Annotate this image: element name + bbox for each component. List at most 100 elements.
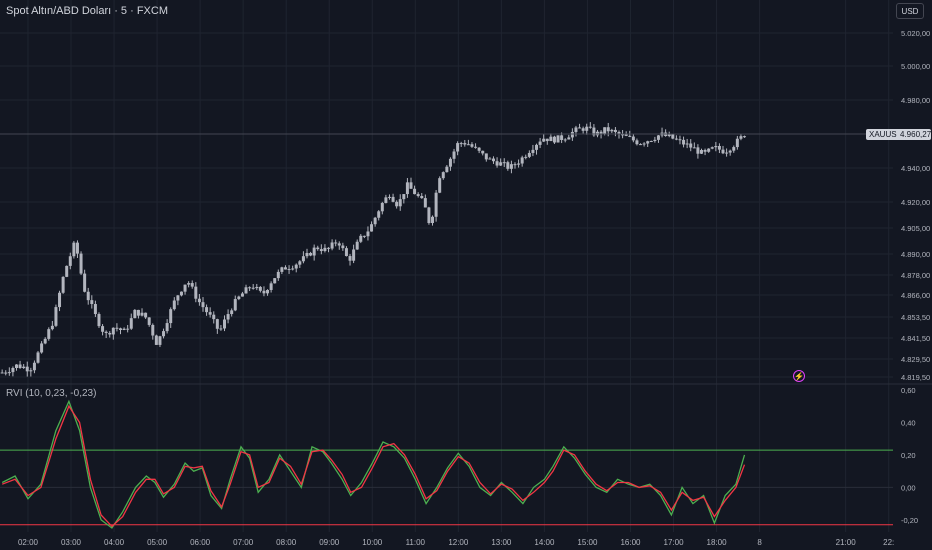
price-tick-label: 4.905,00 [901, 224, 930, 233]
candle-body [456, 143, 460, 152]
candle-body [97, 314, 101, 327]
candle-body [667, 134, 671, 137]
time-tick-label: 14:00 [534, 538, 555, 547]
candle-body [54, 307, 58, 326]
candle-body [273, 278, 277, 284]
candle-body [621, 134, 625, 136]
time-axis[interactable]: 02:00 03:00 04:00 05:00 06:00 07:00 08:00 09:00… [18, 538, 894, 547]
price-tick-label: 4.866,00 [901, 291, 930, 300]
candle-body [119, 328, 123, 330]
candle-body [524, 156, 528, 158]
rvi-tick-label: -0,20 [901, 516, 918, 525]
candle-body [83, 273, 87, 292]
candle-body [495, 161, 499, 166]
candle-body [86, 291, 90, 301]
rvi-tick-label: 0,00 [901, 483, 916, 492]
candle-body [223, 319, 227, 329]
candle-body [154, 335, 158, 345]
candle-body [714, 146, 718, 148]
candle-body [366, 231, 370, 237]
candle-body [108, 332, 112, 335]
candle-body [588, 126, 592, 128]
candle-body [452, 151, 456, 159]
price-tick-label: 4.940,00 [901, 164, 930, 173]
candle-body [527, 152, 531, 157]
lightning-icon[interactable]: ⚡ [793, 370, 805, 382]
rvi-signal-line [1, 404, 746, 528]
time-tick-label: 08:00 [276, 538, 297, 547]
candle-body [398, 199, 402, 207]
price-tick-label: 5.000,00 [901, 62, 930, 71]
candle-body [14, 364, 18, 368]
candle-body [735, 138, 739, 148]
candle-body [362, 235, 366, 237]
candle-body [649, 140, 653, 142]
candle-body [380, 202, 384, 212]
candle-body [692, 147, 696, 149]
candle-body [563, 139, 567, 141]
currency-button[interactable]: USD [896, 3, 924, 19]
candle-body [101, 326, 105, 332]
candle-body [696, 147, 700, 154]
candle-body [93, 304, 97, 315]
candle-body [348, 256, 352, 261]
candle-body [126, 328, 130, 330]
candle-body [25, 366, 29, 372]
candle-body [330, 242, 334, 249]
rvi-axis[interactable]: 0,60 0,40 0,20 0,00 -0,20 [901, 386, 918, 525]
candle-body [631, 136, 635, 141]
price-axis[interactable]: 5.020,00 5.000,00 4.980,00 4.940,00 4.920,00… [901, 29, 930, 382]
time-tick-label: 22: [883, 538, 894, 547]
candle-body [129, 318, 133, 329]
candle-body [194, 286, 198, 299]
candle-body [65, 265, 69, 277]
candle-body [438, 178, 442, 193]
candle-body [280, 267, 284, 272]
rvi-indicator-label[interactable]: RVI (10, 0,23, -0,23) [6, 388, 97, 399]
rvi-tick-label: 0,20 [901, 451, 916, 460]
time-tick-label: 16:00 [620, 538, 641, 547]
candle-body [11, 367, 15, 373]
candle-body [301, 256, 305, 262]
candle-body [337, 243, 341, 246]
candle-body [40, 343, 44, 353]
candle-body [255, 286, 259, 289]
candle-body [448, 158, 452, 167]
candle-body [743, 136, 747, 138]
candle-body [420, 196, 424, 199]
candle-body [4, 372, 8, 374]
candle-body [370, 224, 374, 232]
time-tick-label: 21:00 [836, 538, 857, 547]
candle-body [710, 147, 714, 149]
candle-body [531, 149, 535, 153]
chart-title: Spot Altın/ABD Doları · 5 · FXCM [6, 5, 168, 17]
candle-body [240, 293, 244, 297]
candle-body [233, 299, 237, 311]
candle-body [488, 158, 492, 160]
candle-body [230, 310, 234, 315]
time-tick-label: 03:00 [61, 538, 82, 547]
price-tick-label: 5.020,00 [901, 29, 930, 38]
time-tick-label: 06:00 [190, 538, 211, 547]
candle-body [434, 192, 438, 217]
candle-body [140, 312, 144, 316]
candle-body [352, 249, 356, 261]
candle-body [172, 300, 176, 310]
candle-body [689, 143, 693, 148]
candle-body [18, 364, 22, 369]
candle-body [445, 166, 449, 173]
candle-body [635, 140, 639, 145]
candle-body [266, 289, 270, 294]
candlestick-series [0, 122, 747, 377]
candle-body [592, 127, 596, 136]
candle-body [535, 144, 539, 150]
candle-body [201, 302, 205, 308]
candle-body [484, 153, 488, 160]
candle-body [104, 331, 108, 333]
grid-lines [0, 0, 893, 532]
candle-body [642, 143, 646, 145]
candle-body [377, 211, 381, 218]
price-tick-label: 4.980,00 [901, 96, 930, 105]
candle-body [183, 284, 187, 292]
